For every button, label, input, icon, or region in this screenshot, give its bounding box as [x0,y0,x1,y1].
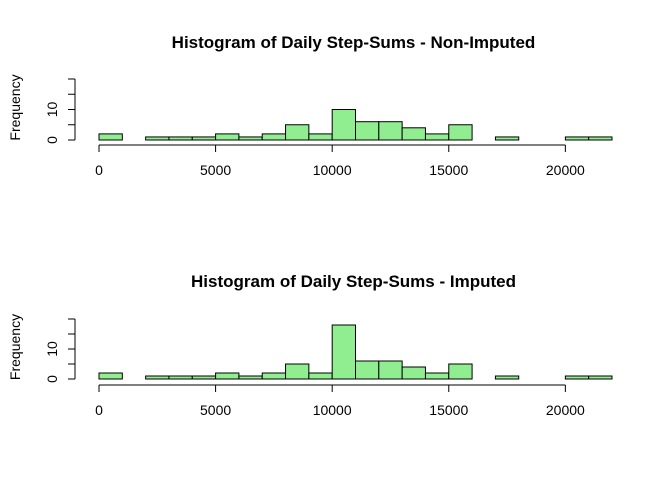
x-tick-label: 5000 [200,402,231,418]
x-tick-label: 20000 [546,162,585,178]
histogram-bar [145,375,170,380]
histogram-bar [424,133,450,141]
histogram-bar [308,133,333,141]
histogram-bar [191,136,217,141]
x-tick-label: 15000 [429,402,468,418]
x-tick-label: 0 [95,402,103,418]
y-tick-label: 0 [44,375,60,383]
histogram-bar [588,375,613,380]
histogram-bar [355,360,380,380]
histogram-bar [355,121,380,141]
histogram-bar [564,136,590,141]
histogram-bar [98,133,123,141]
histogram-bar [145,136,170,141]
histogram-bar [98,372,123,380]
histogram-panel-1: Histogram of Daily Step-Sums - Non-Imput… [7,33,613,178]
x-tick-label: 10000 [313,402,352,418]
y-tick-label: 10 [44,341,60,357]
x-tick-label: 20000 [546,402,585,418]
histogram-bar [331,109,357,141]
histogram-panel-2: Histogram of Daily Step-Sums - Imputed 0 5… [7,272,613,418]
y-tick-label: 10 [44,102,60,118]
histogram-bar [238,375,263,380]
histogram-bar [285,363,310,380]
histogram-bar [494,136,520,141]
histogram-bar [331,324,357,380]
histogram-bar [448,124,473,141]
histogram-bar [494,375,520,380]
histogram-bar [261,372,287,380]
y-tick-label: 0 [44,136,60,144]
chart-title: Histogram of Daily Step-Sums - Non-Imput… [172,33,536,52]
histogram-bar [215,133,240,141]
histogram-bar [401,366,426,380]
histogram-bar [588,136,613,141]
histogram-bar [308,372,333,380]
histogram-bar [168,375,193,380]
x-tick-label: 10000 [313,162,352,178]
histogram-bar [168,136,193,141]
histogram-bar [448,363,473,380]
x-tick-label: 0 [95,162,103,178]
histogram-bar [191,375,217,380]
histogram-bar [424,372,450,380]
histogram-bar [261,133,287,141]
x-tick-label: 15000 [429,162,468,178]
histogram-bar [401,127,426,141]
histogram-bar [378,121,403,141]
y-axis-label: Frequency [7,314,23,380]
x-tick-label: 5000 [200,162,231,178]
histogram-bar [378,360,403,380]
histogram-bar [285,124,310,141]
y-axis-label: Frequency [7,74,23,140]
histogram-bar [564,375,590,380]
chart-title: Histogram of Daily Step-Sums - Imputed [191,272,516,291]
histogram-bar [215,372,240,380]
histogram-bar [238,136,263,141]
